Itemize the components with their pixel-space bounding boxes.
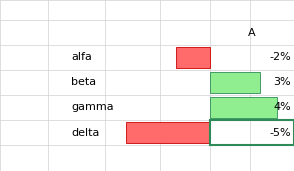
Text: alfa: alfa bbox=[71, 52, 92, 62]
Text: -2%: -2% bbox=[269, 52, 291, 62]
Text: A: A bbox=[248, 28, 256, 37]
Text: delta: delta bbox=[71, 128, 100, 137]
Text: 4%: 4% bbox=[273, 102, 291, 113]
Text: gamma: gamma bbox=[71, 102, 114, 113]
Text: -5%: -5% bbox=[269, 128, 291, 137]
Text: 3%: 3% bbox=[273, 77, 291, 88]
Text: beta: beta bbox=[71, 77, 97, 88]
